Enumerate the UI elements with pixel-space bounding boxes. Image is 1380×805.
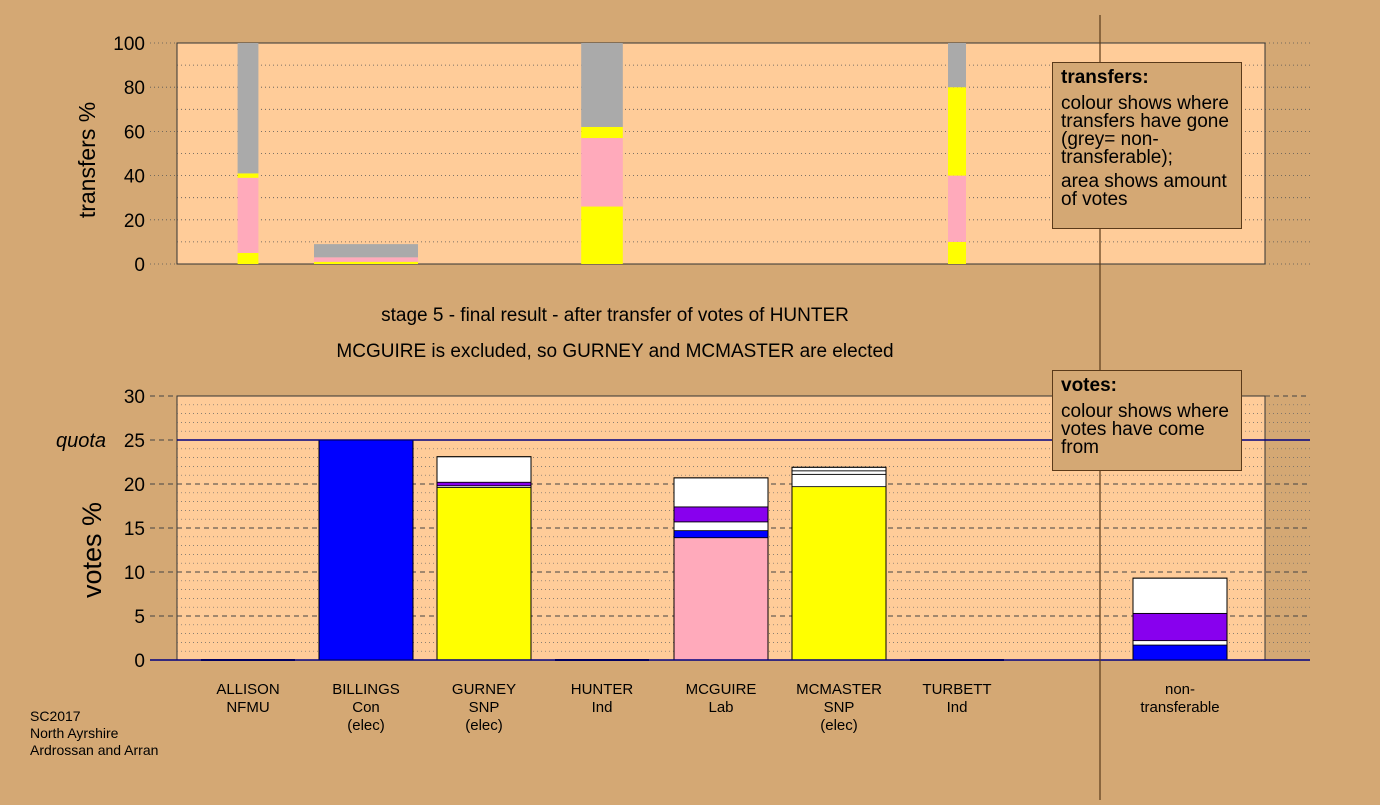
transfers-legend-title: transfers:	[1061, 67, 1149, 88]
bar-non-transferable-segment	[1132, 577, 1228, 614]
transfers-legend-text-1: colour shows where transfers have gone (…	[1061, 93, 1229, 168]
votes-tick-label: 30	[124, 387, 145, 408]
election-footnote: SC2017 North Ayrshire Ardrossan and Arra…	[30, 708, 158, 759]
bar-mcguire-segment	[673, 521, 769, 532]
transfers-axis-label: transfers %	[74, 102, 100, 218]
transfer-segment-snp	[581, 126, 623, 139]
result-heading: MCGUIRE is excluded, so GURNEY and MCMAS…	[336, 341, 894, 362]
candidate-name-label: HUNTER	[571, 681, 634, 698]
candidate-party-label: SNP	[824, 699, 855, 716]
transfer-segment-lab	[237, 177, 259, 253]
votes-tick-label: 20	[124, 475, 145, 496]
candidate-status-label: (elec)	[465, 717, 503, 734]
votes-tick-label: 0	[134, 651, 145, 672]
votes-tick-label: 10	[124, 563, 145, 584]
bar-mcguire-segment	[673, 506, 769, 523]
candidate-status-label: (elec)	[820, 717, 858, 734]
transfer-segment-snp	[314, 261, 418, 264]
bar-billings-segment	[318, 439, 414, 661]
votes-legend: votes: colour shows where votes have com…	[1052, 370, 1242, 471]
transfers-legend: transfers: colour shows where transfers …	[1052, 62, 1242, 229]
transfers-tick-label: 0	[134, 255, 145, 276]
candidate-party-label: NFMU	[226, 699, 269, 716]
transfer-segment-snp	[237, 252, 259, 264]
transfer-segment-snp	[581, 206, 623, 264]
non-transferable-label: non-	[1165, 681, 1195, 698]
bar-mcmaster-segment	[791, 486, 887, 661]
candidate-name-label: BILLINGS	[332, 681, 400, 698]
transfer-segment-non-transferable	[314, 244, 418, 258]
footnote-election: SC2017	[30, 708, 81, 724]
candidate-status-label: (elec)	[347, 717, 385, 734]
bar-mcmaster-segment	[791, 466, 887, 472]
candidate-name-label: TURBETT	[922, 681, 991, 698]
bar-mcmaster-segment	[791, 470, 887, 475]
bar-mcguire-segment	[673, 530, 769, 539]
candidate-party-label: SNP	[469, 699, 500, 716]
bar-non-transferable-segment	[1132, 644, 1228, 661]
stage-heading: stage 5 - final result - after transfer …	[381, 305, 849, 326]
candidate-party-label: Con	[352, 699, 380, 716]
bar-mcguire-segment	[673, 537, 769, 661]
bar-mcguire-segment	[673, 477, 769, 508]
votes-axis-label: votes %	[77, 502, 107, 598]
transfer-segment-snp	[948, 241, 966, 264]
candidate-name-label: MCMASTER	[796, 681, 882, 698]
bar-gurney-segment	[436, 487, 532, 661]
votes-legend-title: votes:	[1061, 375, 1117, 396]
bar-non-transferable-segment	[1132, 612, 1228, 642]
transfers-tick-label: 20	[124, 211, 145, 232]
votes-tick-label: 15	[124, 519, 145, 540]
bar-gurney-segment	[436, 481, 532, 487]
transfer-segment-non-transferable	[581, 43, 623, 127]
bar-non-transferable-segment	[1132, 640, 1228, 646]
bar-mcmaster-segment	[791, 473, 887, 488]
candidate-name-label: MCGUIRE	[686, 681, 757, 698]
transfers-tick-label: 100	[113, 34, 145, 55]
transfer-segment-non-transferable	[237, 43, 259, 174]
transfer-segment-snp	[237, 173, 259, 178]
transfer-segment-lab	[948, 175, 966, 242]
transfers-legend-text-2: area shows amount of votes	[1061, 171, 1227, 210]
candidate-name-label: GURNEY	[452, 681, 516, 698]
quota-label: quota	[56, 430, 106, 452]
transfers-tick-label: 80	[124, 78, 145, 99]
transfer-segment-non-transferable	[948, 43, 966, 88]
transfer-segment-lab	[581, 138, 623, 207]
votes-tick-label: 25	[124, 431, 145, 452]
footnote-ward: Ardrossan and Arran	[30, 742, 159, 758]
transfer-segment-lab	[314, 257, 418, 262]
candidate-party-label: Lab	[708, 699, 733, 716]
candidate-name-label: ALLISON	[216, 681, 279, 698]
non-transferable-label: transferable	[1140, 699, 1219, 716]
votes-legend-text: colour shows where votes have come from	[1061, 401, 1229, 458]
transfers-tick-label: 40	[124, 167, 145, 188]
footnote-council: North Ayrshire	[30, 725, 119, 741]
transfer-segment-snp	[948, 87, 966, 176]
votes-tick-label: 5	[134, 607, 145, 628]
transfers-tick-label: 60	[124, 122, 145, 143]
candidate-party-label: Ind	[947, 699, 968, 716]
bar-gurney-segment	[436, 456, 532, 483]
candidate-party-label: Ind	[592, 699, 613, 716]
